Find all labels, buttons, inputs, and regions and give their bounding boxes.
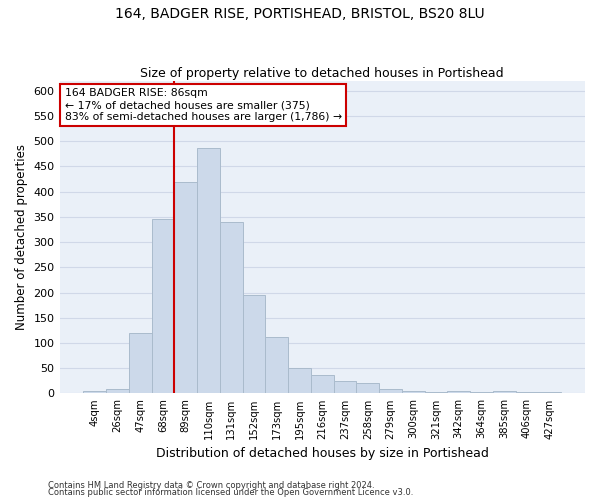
- Bar: [311, 376, 334, 394]
- Bar: [515, 392, 538, 394]
- Bar: [129, 333, 152, 394]
- Bar: [538, 392, 561, 394]
- Text: 164 BADGER RISE: 86sqm
← 17% of detached houses are smaller (375)
83% of semi-de: 164 BADGER RISE: 86sqm ← 17% of detached…: [65, 88, 342, 122]
- Bar: [448, 391, 470, 394]
- Bar: [106, 390, 129, 394]
- Bar: [175, 182, 197, 394]
- Bar: [493, 391, 515, 394]
- Title: Size of property relative to detached houses in Portishead: Size of property relative to detached ho…: [140, 66, 504, 80]
- Bar: [197, 148, 220, 394]
- Bar: [356, 384, 379, 394]
- Bar: [288, 368, 311, 394]
- Bar: [242, 295, 265, 394]
- Bar: [152, 220, 175, 394]
- Bar: [220, 222, 242, 394]
- Bar: [265, 337, 288, 394]
- Bar: [402, 392, 425, 394]
- Bar: [334, 381, 356, 394]
- Text: 164, BADGER RISE, PORTISHEAD, BRISTOL, BS20 8LU: 164, BADGER RISE, PORTISHEAD, BRISTOL, B…: [115, 8, 485, 22]
- Bar: [83, 391, 106, 394]
- Bar: [470, 392, 493, 394]
- Y-axis label: Number of detached properties: Number of detached properties: [15, 144, 28, 330]
- Bar: [425, 392, 448, 394]
- X-axis label: Distribution of detached houses by size in Portishead: Distribution of detached houses by size …: [156, 447, 489, 460]
- Text: Contains public sector information licensed under the Open Government Licence v3: Contains public sector information licen…: [48, 488, 413, 497]
- Text: Contains HM Land Registry data © Crown copyright and database right 2024.: Contains HM Land Registry data © Crown c…: [48, 480, 374, 490]
- Bar: [379, 390, 402, 394]
